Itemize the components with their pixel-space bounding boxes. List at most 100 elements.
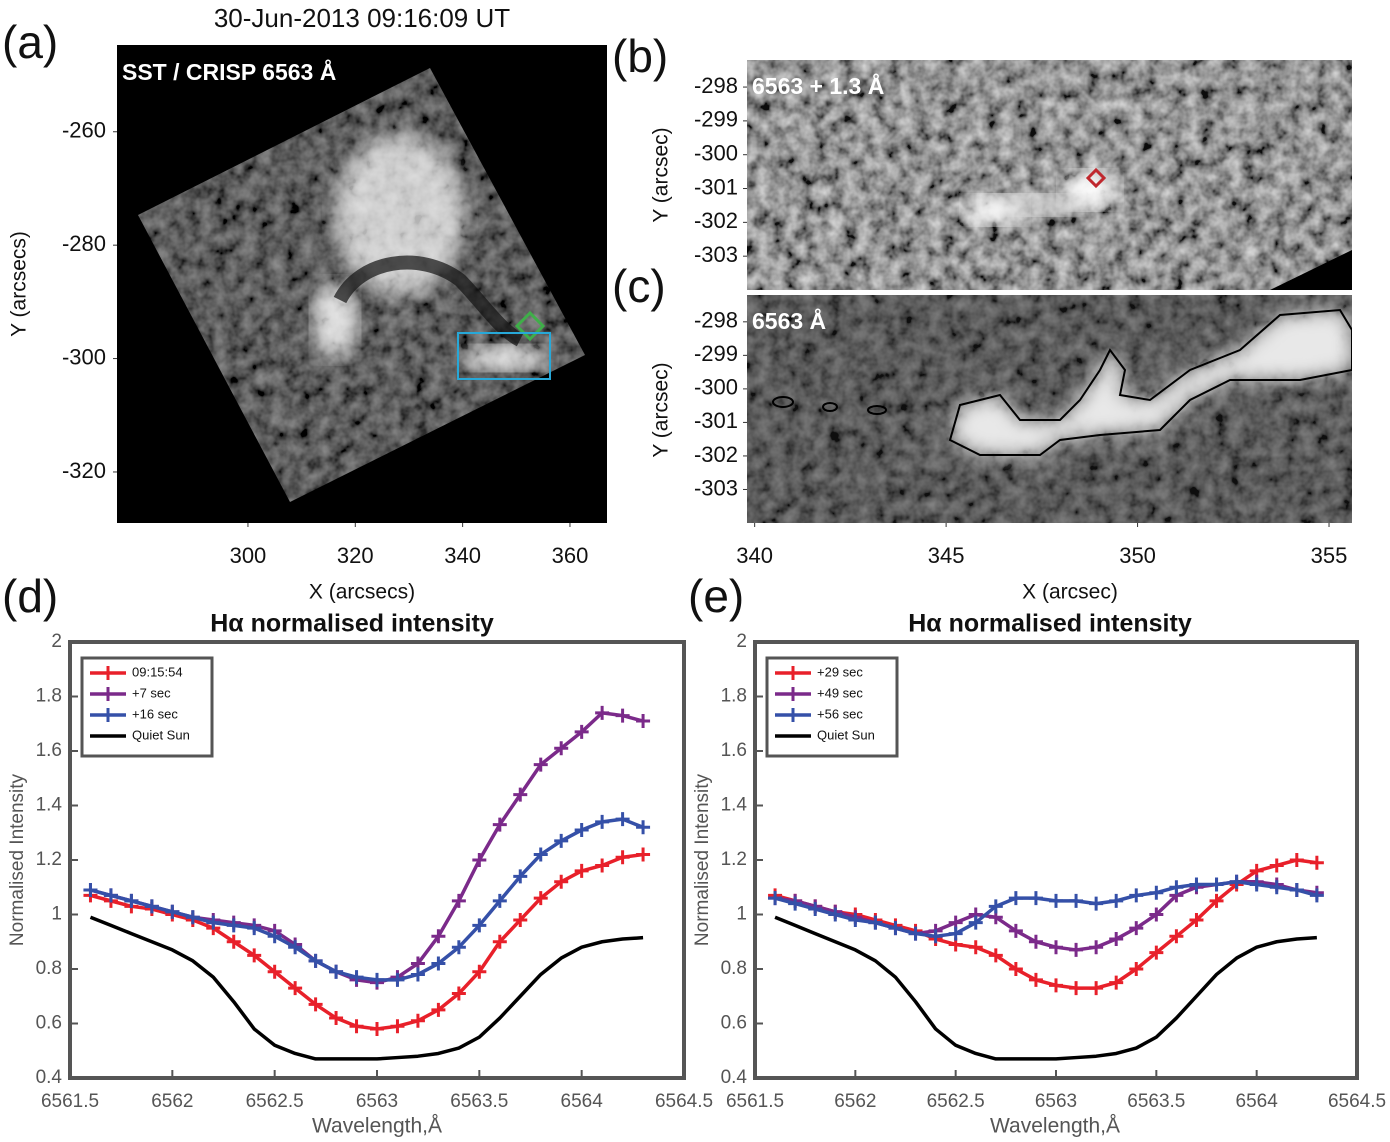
marker [226,934,241,949]
y-tick-label: -300 [694,141,738,166]
marker [390,1019,405,1034]
y-tick-label: -299 [694,341,738,366]
y-tick-label: 0.6 [721,1013,747,1034]
legend-marker [786,708,800,722]
y-tick-label: -298 [694,73,738,98]
marker [1169,929,1184,944]
image-c-texture [747,295,1352,523]
marker [595,858,610,873]
cyan-box [457,332,551,380]
marker [1129,888,1144,903]
marker [788,896,803,911]
marker [410,1013,425,1028]
legend-label: +49 sec [817,685,863,700]
y-tick-label: 0.8 [721,958,747,979]
panel-label: (a) [2,16,58,68]
marker [1008,923,1023,938]
x-tick-label: 350 [1119,543,1156,568]
x-tick-label: 6564.5 [655,1091,713,1112]
marker [1109,975,1124,990]
marker [1209,893,1224,908]
marker [1028,891,1043,906]
marker [808,902,823,917]
marker [636,847,651,862]
panel-label: (e) [688,570,744,622]
marker [288,981,303,996]
marker [1309,888,1324,903]
marker [308,953,323,968]
marker [390,972,405,987]
marker [1109,932,1124,947]
marker [554,874,569,889]
marker [988,948,1003,963]
marker [533,891,548,906]
marker [1049,940,1063,955]
y-tick-label: 1.2 [36,849,62,870]
y-tick-label: -300 [694,375,738,400]
marker [329,1011,344,1026]
marker [226,918,241,933]
y-tick-label: 0.6 [36,1013,62,1034]
x-tick-label: 6563.5 [1127,1091,1185,1112]
marker [1049,978,1063,993]
series-line [774,915,1317,1061]
bright-region [460,346,550,370]
marker [513,869,528,884]
y-tick-label: 1.8 [36,686,62,707]
marker [206,915,221,930]
marker [968,940,983,955]
bright-region [950,310,1352,455]
y-axis-label: Y (arcsec) [650,127,673,222]
x-tick-label: 6564 [561,1091,604,1112]
chart-title: Hα normalised intensity [210,610,494,638]
series-line [90,817,644,982]
legend-marker [101,708,115,722]
y-tick-label: -299 [694,107,738,132]
marker [595,705,610,720]
x-tick-label: 360 [552,543,589,568]
y-tick-label: -303 [694,242,738,267]
marker [451,986,466,1001]
chart-title: 30-Jun-2013 09:16:09 UT [214,3,510,33]
y-tick-label: 2 [51,631,62,652]
y-axis-label: Normalised Intensity [692,773,713,946]
contour [822,402,838,412]
marker [1289,882,1304,897]
y-axis-label: Y (arcsecs) [8,231,31,337]
marker [615,812,630,827]
y-axis-label: Normalised Intensity [7,773,28,946]
y-tick-label: -300 [62,344,106,369]
marker [1008,962,1023,976]
legend-label: 09:15:54 [132,664,183,679]
marker [370,1021,384,1036]
marker [848,912,863,927]
marker [1069,981,1084,996]
y-tick-label: 1 [736,904,747,925]
green-marker [514,310,546,342]
bright-region [1062,172,1118,208]
series-line [90,852,644,1031]
marker [1129,921,1144,936]
marker [349,970,364,985]
y-tick-label: -302 [694,208,738,233]
marker [1049,893,1063,908]
panel-gap [747,290,1352,295]
marker [574,724,589,739]
y-tick-label: -302 [694,442,738,467]
red-marker [1085,167,1107,189]
x-axis-label: X (arcsecs) [309,581,415,604]
marker [185,910,200,925]
marker [472,853,487,867]
marker [574,863,589,878]
x-tick-label: 340 [444,543,481,568]
image-b-edge [1270,250,1352,290]
y-tick-label: 1 [51,904,62,925]
y-tick-label: 1.4 [721,795,748,816]
marker [888,921,903,936]
marker [1089,940,1104,955]
y-tick-label: 1.6 [721,740,747,761]
marker [349,1019,364,1034]
legend-label: +29 sec [817,664,863,679]
